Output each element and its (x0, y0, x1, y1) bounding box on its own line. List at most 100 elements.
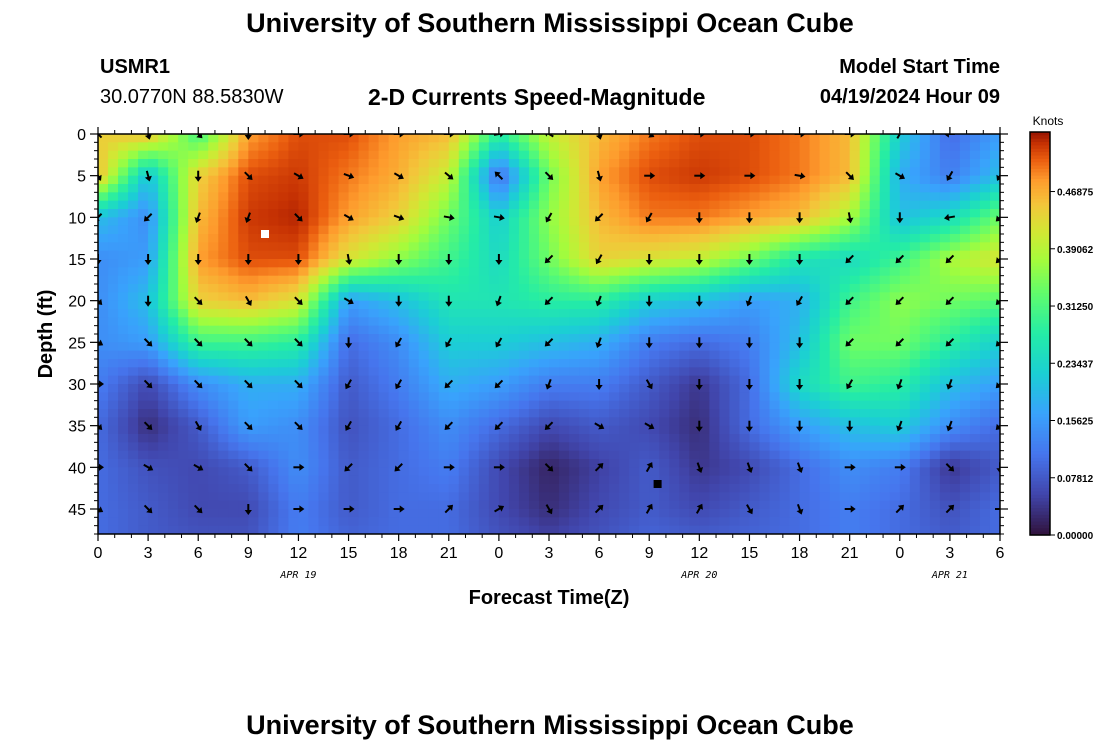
heatmap-cell (128, 509, 139, 518)
heatmap-cell (468, 492, 480, 502)
current-arrow (594, 463, 604, 472)
heatmap-cell (779, 175, 791, 185)
heatmap-cell (749, 392, 761, 402)
heatmap-cell (338, 325, 350, 335)
heatmap-cell (719, 384, 730, 393)
heatmap-cell (158, 300, 169, 310)
heatmap-cell (238, 467, 249, 477)
heatmap-cell (268, 334, 279, 343)
heatmap-cell (448, 525, 460, 534)
heatmap-cell (619, 459, 630, 468)
heatmap-cell (929, 392, 941, 402)
heatmap-cell (549, 334, 560, 343)
heatmap-cell (589, 484, 600, 493)
heatmap-cell (979, 175, 991, 185)
current-arrow (946, 378, 953, 390)
heatmap-cell (619, 375, 630, 385)
heatmap-cell (659, 309, 670, 318)
colorbar-segment (1030, 293, 1050, 298)
heatmap-cell (809, 409, 821, 418)
colorbar-segment (1030, 424, 1050, 429)
current-arrow (443, 463, 455, 471)
heatmap-cell (388, 184, 400, 193)
heatmap-cell (829, 492, 841, 502)
heatmap-cell (849, 175, 861, 185)
heatmap-cell (388, 384, 400, 393)
heatmap-cell (378, 200, 390, 210)
heatmap-cell (729, 267, 741, 277)
heatmap-cell (258, 300, 269, 310)
heatmap-cell (298, 225, 310, 235)
heatmap-cell (549, 200, 560, 210)
heatmap-cell (909, 267, 921, 277)
heatmap-cell (989, 234, 1000, 243)
heatmap-cell (448, 384, 460, 393)
heatmap-cell (949, 292, 961, 302)
heatmap-cell (989, 425, 1000, 435)
heatmap-cell (659, 417, 670, 427)
heatmap-cell (178, 300, 189, 310)
heatmap-cell (338, 367, 350, 377)
heatmap-cell (168, 384, 179, 393)
heatmap-cell (939, 342, 951, 352)
heatmap-cell (569, 309, 580, 318)
heatmap-cell (258, 434, 269, 443)
heatmap-cell (929, 317, 941, 327)
colorbar-segment (1030, 205, 1050, 210)
heatmap-cell (398, 134, 410, 143)
heatmap-cell (609, 167, 620, 177)
heatmap-cell (949, 217, 961, 227)
heatmap-cell (849, 342, 861, 352)
heatmap-cell (659, 242, 670, 252)
heatmap-cell (819, 192, 831, 202)
heatmap-cell (388, 342, 400, 352)
heatmap-cell (839, 325, 851, 335)
current-arrow (945, 504, 955, 514)
colorbar-segment (1030, 440, 1050, 445)
heatmap-cell (488, 192, 500, 202)
heatmap-cell (569, 334, 580, 343)
heatmap-cell (248, 142, 259, 152)
heatmap-cell (268, 517, 279, 527)
heatmap-cell (979, 392, 991, 402)
colorbar-segment (1030, 504, 1050, 509)
heatmap-cell (739, 450, 751, 460)
colorbar-segment (1030, 387, 1050, 392)
heatmap-cell (579, 300, 590, 310)
heatmap-cell (989, 434, 1000, 443)
heatmap-cell (498, 134, 510, 143)
heatmap-cell (358, 225, 370, 235)
heatmap-cell (438, 309, 450, 318)
heatmap-cell (428, 275, 440, 285)
heatmap-cell (508, 417, 520, 427)
heatmap-cell (358, 384, 370, 393)
heatmap-cell (98, 500, 109, 510)
heatmap-cell (769, 359, 781, 368)
heatmap-cell (408, 134, 420, 143)
heatmap-cell (549, 492, 560, 502)
heatmap-cell (118, 384, 129, 393)
heatmap-cell (398, 250, 410, 260)
heatmap-cell (298, 492, 310, 502)
heatmap-cell (438, 284, 450, 293)
heatmap-cell (889, 209, 901, 218)
colorbar-segment (1030, 246, 1050, 251)
heatmap-cell (298, 234, 310, 243)
heatmap-cell (358, 167, 370, 177)
current-arrow (345, 337, 353, 349)
heatmap-cell (538, 384, 550, 393)
heatmap-cell (388, 317, 400, 327)
current-arrow (495, 295, 502, 307)
heatmap-cell (779, 475, 791, 485)
heatmap-cell (498, 200, 510, 210)
heatmap-cell (398, 517, 410, 527)
heatmap-cell (158, 442, 169, 452)
heatmap-cell (298, 400, 310, 410)
heatmap-cell (498, 175, 510, 185)
heatmap-cell (98, 359, 109, 368)
heatmap-cell (168, 292, 179, 302)
heatmap-cell (559, 175, 570, 185)
heatmap-cell (378, 434, 390, 443)
heatmap-cell (148, 267, 159, 277)
heatmap-cell (899, 284, 911, 293)
